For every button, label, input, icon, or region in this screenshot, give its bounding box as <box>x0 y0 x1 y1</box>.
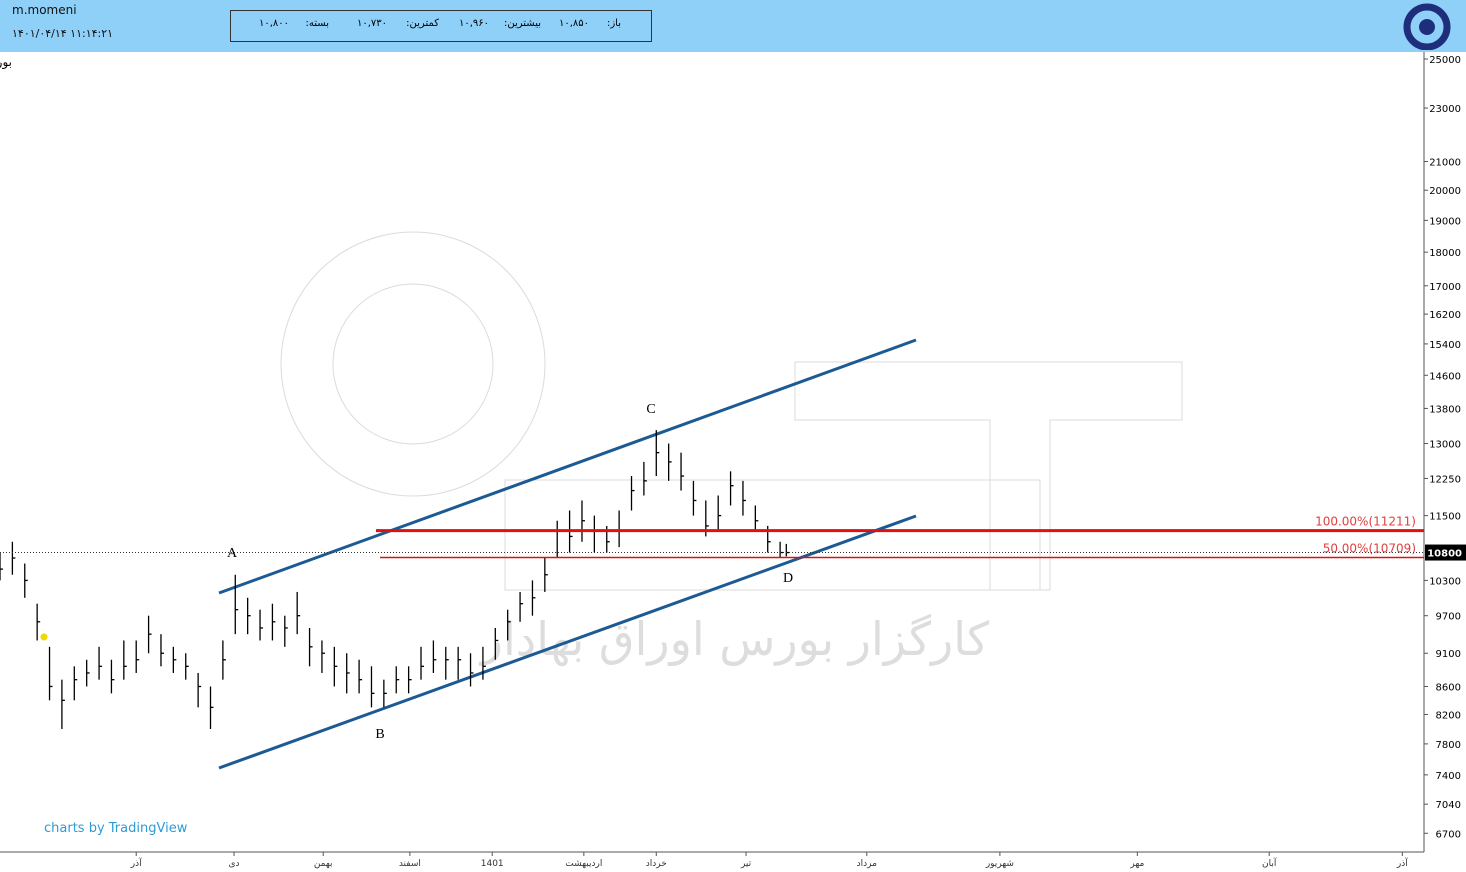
y-tick-label: 16200 <box>1429 310 1461 321</box>
y-tick-label: 10300 <box>1429 576 1461 587</box>
y-tick-label: 18000 <box>1429 248 1461 259</box>
value: ۱۰,۸۰۰ <box>258 18 289 29</box>
y-tick-label: 7040 <box>1436 800 1461 811</box>
value: ۱۰,۸۵۰ <box>558 18 589 29</box>
logo <box>1403 3 1451 50</box>
y-tick-label: 6700 <box>1436 829 1461 840</box>
annotation: C <box>646 402 655 417</box>
x-tick-label: اسفند <box>399 859 421 869</box>
annotation: B <box>375 727 384 742</box>
value: ۱۰,۷۳۰ <box>356 18 387 29</box>
y-tick-label: 20000 <box>1429 186 1461 197</box>
x-tick-label: شهریور <box>985 859 1014 869</box>
y-tick-label: 8600 <box>1436 682 1461 693</box>
y-tick-label: 19000 <box>1429 216 1461 227</box>
watermark-logo <box>280 231 1183 591</box>
label: بیشترین: <box>503 18 541 29</box>
y-tick-label: 9100 <box>1436 649 1461 660</box>
y-tick-label: 23000 <box>1429 104 1461 115</box>
credit[interactable]: charts by TradingView <box>44 821 188 836</box>
last-price-box <box>1425 544 1466 561</box>
y-tick-label: 12250 <box>1429 474 1461 485</box>
fib-label: 50.00%(10709) <box>1323 542 1416 556</box>
annotation: A <box>227 546 238 561</box>
y-tick-label: 21000 <box>1429 158 1461 169</box>
user: m.momeni <box>12 3 77 17</box>
label: بسته: <box>305 18 329 29</box>
x-tick-label: آبان <box>1262 857 1277 869</box>
symbol-title: بورس,D,کهمدا-شیشه همدان <box>0 55 12 70</box>
y-tick-label: 13000 <box>1429 440 1461 451</box>
marker <box>40 633 48 641</box>
watermark-text: کارگزار بورس اوراق بهادار <box>479 612 989 667</box>
y-tick-label: 8200 <box>1436 710 1461 721</box>
x-tick-label: بهمن <box>314 859 333 869</box>
annotation: D <box>783 571 793 586</box>
y-tick-label: 7800 <box>1436 740 1461 751</box>
value: ۱۰,۹۶۰ <box>458 18 489 29</box>
channel-line <box>218 338 917 595</box>
y-tick-label: 14600 <box>1429 371 1461 382</box>
x-tick-label: دی <box>229 859 240 869</box>
y-tick-label: 11500 <box>1429 512 1461 523</box>
y-tick-label: 7400 <box>1436 771 1461 782</box>
last-price-label: 10800 <box>1427 549 1462 560</box>
label: باز: <box>606 18 621 29</box>
ohlc-box: باز: ۱۰,۸۵۰ بیشترین: ۱۰,۹۶۰ کمترین: ۱۰,۷… <box>230 10 652 42</box>
x-tick-label: اردیبهشت <box>565 859 602 869</box>
y-tick-label: 9700 <box>1436 612 1461 623</box>
x-tick-label: 1401 <box>481 859 504 869</box>
x-tick-label: تیر <box>740 859 752 869</box>
x-tick-label: آذر <box>130 857 142 869</box>
x-tick-label: مرداد <box>857 859 877 869</box>
header: m.momeni ۱۴۰۱/۰۴/۱۴ ۱۱:۱۴:۲۱ باز: ۱۰,۸۵۰… <box>0 0 1466 52</box>
label: کمترین: <box>406 18 439 29</box>
y-tick-label: 13800 <box>1429 404 1461 415</box>
x-tick-label: آذر <box>1396 857 1408 869</box>
x-tick-label: مهر <box>1129 859 1144 869</box>
y-tick-label: 15400 <box>1429 340 1461 351</box>
datetime: ۱۴۰۱/۰۴/۱۴ ۱۱:۱۴:۲۱ <box>12 27 114 40</box>
fib-label: 100.00%(11211) <box>1315 515 1416 529</box>
y-tick-label: 25000 <box>1429 55 1461 66</box>
x-tick-label: خرداد <box>646 859 667 869</box>
y-tick-label: 17000 <box>1429 282 1461 293</box>
